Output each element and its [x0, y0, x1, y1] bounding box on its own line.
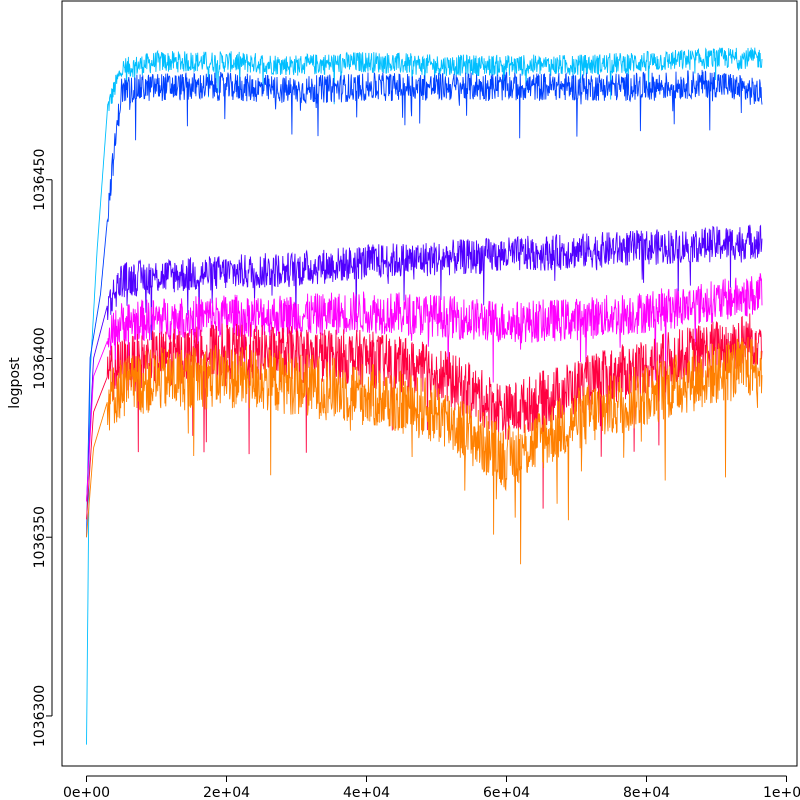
series-line-2: [86, 69, 763, 538]
y-tick-label: 1036350: [32, 506, 48, 568]
y-tick-label: 1036450: [32, 149, 48, 211]
y-tick-label: 1036400: [32, 327, 48, 389]
x-tick-label: 8e+04: [623, 785, 670, 800]
series-layer: [86, 47, 763, 745]
series-line-1: [86, 47, 763, 745]
y-tick-label: 1036300: [32, 685, 48, 747]
series-line-4: [86, 273, 763, 502]
series-line-6: [86, 337, 763, 565]
x-tick-label: 4e+04: [343, 785, 390, 800]
x-tick-label: 1e+05: [763, 785, 800, 800]
x-axis: 0e+00 2e+04 4e+04 6e+04 8e+04 1e+05: [63, 775, 800, 800]
x-tick-label: 2e+04: [203, 785, 250, 800]
y-axis: 1036300 1036350 1036400 1036450: [32, 149, 53, 747]
x-tick-label: 6e+04: [483, 785, 530, 800]
plot-frame: [61, 0, 798, 767]
x-tick-label: 0e+00: [63, 785, 110, 800]
y-axis-title: logpost: [7, 357, 23, 409]
